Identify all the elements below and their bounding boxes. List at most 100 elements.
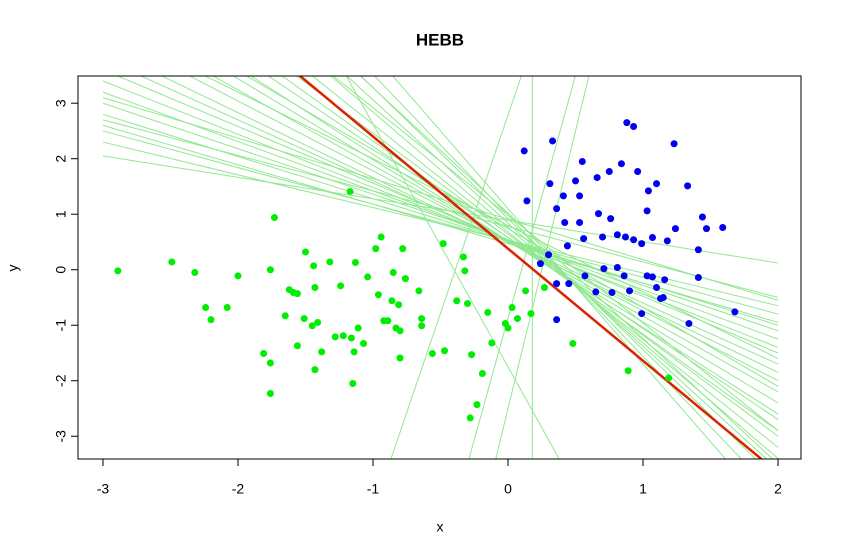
point [441,347,449,355]
point [461,267,469,275]
x-tick-label: 2 [774,481,782,497]
point [114,267,122,275]
point [643,272,651,280]
point [694,273,702,281]
point [300,315,308,323]
point [549,137,557,145]
x-tick-label: -3 [97,481,110,497]
point [396,354,404,362]
point [377,233,385,241]
point [663,237,671,245]
point [670,140,678,148]
point [578,157,586,165]
boundary-line [160,76,779,373]
y-tick-label: -3 [53,430,69,443]
point [581,272,589,280]
point [522,287,530,295]
point [459,253,467,261]
point [418,322,426,330]
point [401,275,409,283]
chart-title: HEBB [416,30,464,49]
point [661,276,669,284]
point [337,282,345,290]
point [293,342,301,350]
x-tick-label: -2 [232,481,245,497]
point [310,262,318,270]
boundary-line [332,76,779,432]
boundary-line [102,130,779,315]
y-tick-label: -1 [53,319,69,332]
point [374,291,382,299]
point [513,315,521,323]
point [572,177,580,185]
boundary-line [102,102,779,332]
point [600,265,608,273]
boundary-line [495,76,590,459]
point [314,318,322,326]
point [623,119,631,127]
point [191,268,199,276]
point [360,340,368,348]
point [648,234,656,242]
point [621,233,629,241]
point [234,272,242,280]
y-tick-label: 3 [53,99,69,107]
point [694,246,702,254]
boundary-line [232,76,779,404]
point [698,213,706,221]
point [418,315,426,323]
point [326,258,334,266]
boundary-line [373,76,743,459]
point [613,264,621,271]
point [553,316,561,324]
point [630,123,638,131]
point [484,308,492,316]
point [351,259,359,267]
point [473,401,481,409]
boundary-line [359,76,774,459]
point [488,339,496,347]
point [576,219,584,227]
point [266,266,274,274]
point [415,287,423,295]
point [202,303,210,311]
boundary-line [139,76,779,365]
point [311,366,319,374]
y-tick-label: -2 [53,374,69,387]
boundary-line [245,76,779,387]
point [617,160,625,168]
point [592,288,600,296]
boundary-line [311,76,779,448]
point [331,333,339,341]
boundary-line [102,119,779,298]
point [644,187,652,195]
point [648,273,656,281]
point [168,258,176,266]
y-tick-label: 0 [53,266,69,274]
point [527,310,535,318]
point [223,303,231,311]
point [540,283,548,291]
point [624,367,632,375]
boundary-line [468,76,576,459]
boundary-line [346,76,768,459]
x-tick-label: -1 [367,481,380,497]
point [561,219,569,227]
point [523,197,531,205]
point [293,290,301,298]
point [349,380,357,388]
point [593,174,601,182]
point [546,180,554,188]
point [396,327,404,335]
point [684,182,692,190]
point [308,322,316,330]
boundary-line [330,76,779,459]
point [439,240,447,248]
boundary-line [250,76,779,415]
point [389,268,397,276]
boundary-line [345,76,560,459]
boundary-line [392,76,727,459]
point [659,293,667,301]
point [580,235,588,243]
